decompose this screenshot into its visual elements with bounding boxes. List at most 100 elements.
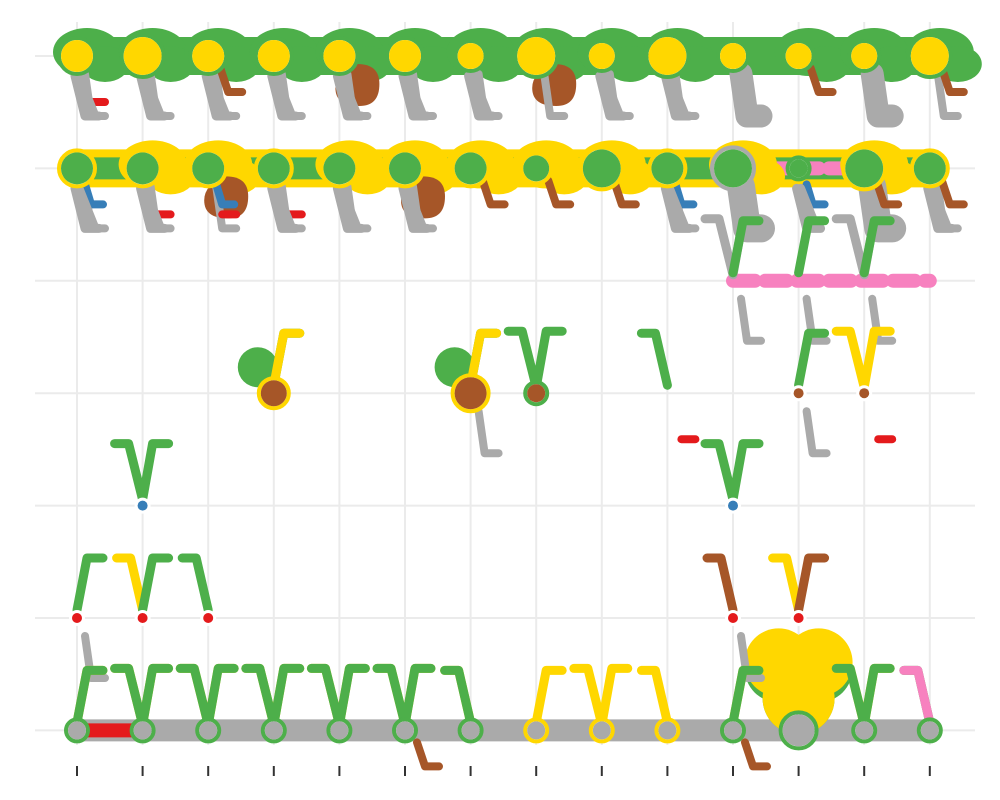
leader-stub bbox=[937, 176, 968, 209]
node-point bbox=[454, 377, 487, 410]
node-ring bbox=[578, 145, 625, 192]
branch-arm bbox=[768, 553, 804, 615]
node-ring bbox=[584, 39, 619, 73]
branch-arm bbox=[794, 328, 830, 390]
leader-stub bbox=[727, 172, 775, 243]
node-ring bbox=[785, 155, 812, 182]
branch-arm bbox=[728, 665, 764, 727]
branch-arm bbox=[138, 553, 174, 615]
branch-arm bbox=[794, 553, 830, 615]
branch-arm bbox=[660, 183, 694, 233]
branch-arm bbox=[440, 665, 476, 727]
node-point bbox=[257, 40, 290, 72]
node-ring bbox=[195, 717, 222, 744]
node-ring bbox=[450, 148, 491, 189]
node-ring bbox=[513, 33, 560, 79]
leader-stub bbox=[671, 180, 698, 209]
node-ring bbox=[253, 148, 294, 189]
node-point bbox=[137, 500, 148, 511]
node-ring bbox=[841, 145, 888, 192]
leader-stub bbox=[729, 62, 773, 128]
node-point bbox=[851, 43, 878, 69]
node-point bbox=[192, 40, 225, 72]
leader-stub bbox=[474, 407, 503, 458]
leader-stub bbox=[413, 738, 443, 771]
branch-arm bbox=[636, 665, 672, 727]
branch-arm bbox=[466, 328, 502, 390]
node-ring bbox=[326, 717, 353, 744]
node-point bbox=[728, 500, 738, 511]
branch-arm bbox=[267, 183, 301, 233]
node-ring bbox=[119, 33, 166, 79]
node-point bbox=[61, 40, 93, 72]
node-ring bbox=[523, 717, 550, 744]
leader-stub bbox=[216, 64, 247, 96]
node-point bbox=[330, 721, 349, 740]
node-point bbox=[68, 721, 86, 740]
node-ring bbox=[64, 717, 90, 744]
leader-stub bbox=[544, 176, 575, 209]
node-point bbox=[651, 152, 684, 185]
node-point bbox=[396, 721, 414, 740]
leader-stub bbox=[478, 176, 509, 209]
node-point bbox=[845, 149, 884, 188]
node-point bbox=[123, 37, 162, 75]
node-point bbox=[913, 152, 946, 185]
node-point bbox=[588, 43, 615, 69]
node-point bbox=[126, 152, 159, 185]
branch-arm bbox=[201, 71, 235, 121]
node-ring bbox=[188, 148, 229, 189]
node-point bbox=[782, 714, 815, 747]
node-ring bbox=[392, 717, 418, 744]
branch-arm bbox=[595, 71, 629, 121]
node-ring bbox=[457, 717, 484, 744]
leader-stub bbox=[872, 176, 903, 209]
node-point bbox=[457, 43, 484, 69]
node-point bbox=[192, 152, 225, 185]
leader-stub bbox=[802, 407, 831, 458]
branch-arm bbox=[531, 665, 567, 727]
node-point bbox=[323, 152, 356, 185]
branch-arm bbox=[398, 71, 432, 121]
branch-arm bbox=[70, 183, 104, 233]
node-ring bbox=[253, 36, 294, 76]
leader-stub bbox=[81, 632, 109, 682]
node-point bbox=[523, 155, 550, 182]
leader-stub bbox=[868, 294, 897, 345]
branch-arm bbox=[72, 665, 108, 727]
node-ring bbox=[57, 36, 97, 76]
leader-stub bbox=[540, 70, 569, 120]
node-point bbox=[527, 721, 546, 740]
node-point bbox=[785, 43, 812, 69]
branch-arm bbox=[332, 71, 366, 121]
leader-stub bbox=[858, 172, 907, 243]
node-point bbox=[61, 152, 93, 185]
branch-arm bbox=[636, 328, 672, 390]
node-ring bbox=[720, 717, 746, 744]
node-point bbox=[728, 613, 738, 623]
node-point bbox=[714, 149, 752, 188]
leader-stub bbox=[609, 176, 640, 209]
branch-arm bbox=[332, 183, 366, 233]
node-point bbox=[855, 721, 874, 740]
node-point bbox=[389, 40, 421, 72]
node-point bbox=[910, 37, 949, 75]
branch-arm bbox=[269, 328, 305, 390]
node-ring bbox=[644, 33, 691, 79]
blob-side bbox=[237, 347, 278, 388]
branch-arm bbox=[398, 183, 432, 233]
node-ring bbox=[256, 376, 291, 411]
branch-arm bbox=[136, 71, 170, 121]
node-point bbox=[264, 721, 283, 740]
node-point bbox=[133, 721, 152, 740]
node-ring bbox=[916, 717, 943, 744]
node-ring bbox=[129, 717, 156, 744]
branch-arm bbox=[859, 216, 895, 278]
node-ring bbox=[778, 710, 819, 751]
node-ring bbox=[716, 39, 750, 73]
node-point bbox=[323, 40, 356, 72]
node-point bbox=[517, 37, 556, 75]
node-point bbox=[920, 721, 939, 740]
node-ring bbox=[57, 148, 97, 189]
x-axis-ticks bbox=[76, 766, 931, 776]
